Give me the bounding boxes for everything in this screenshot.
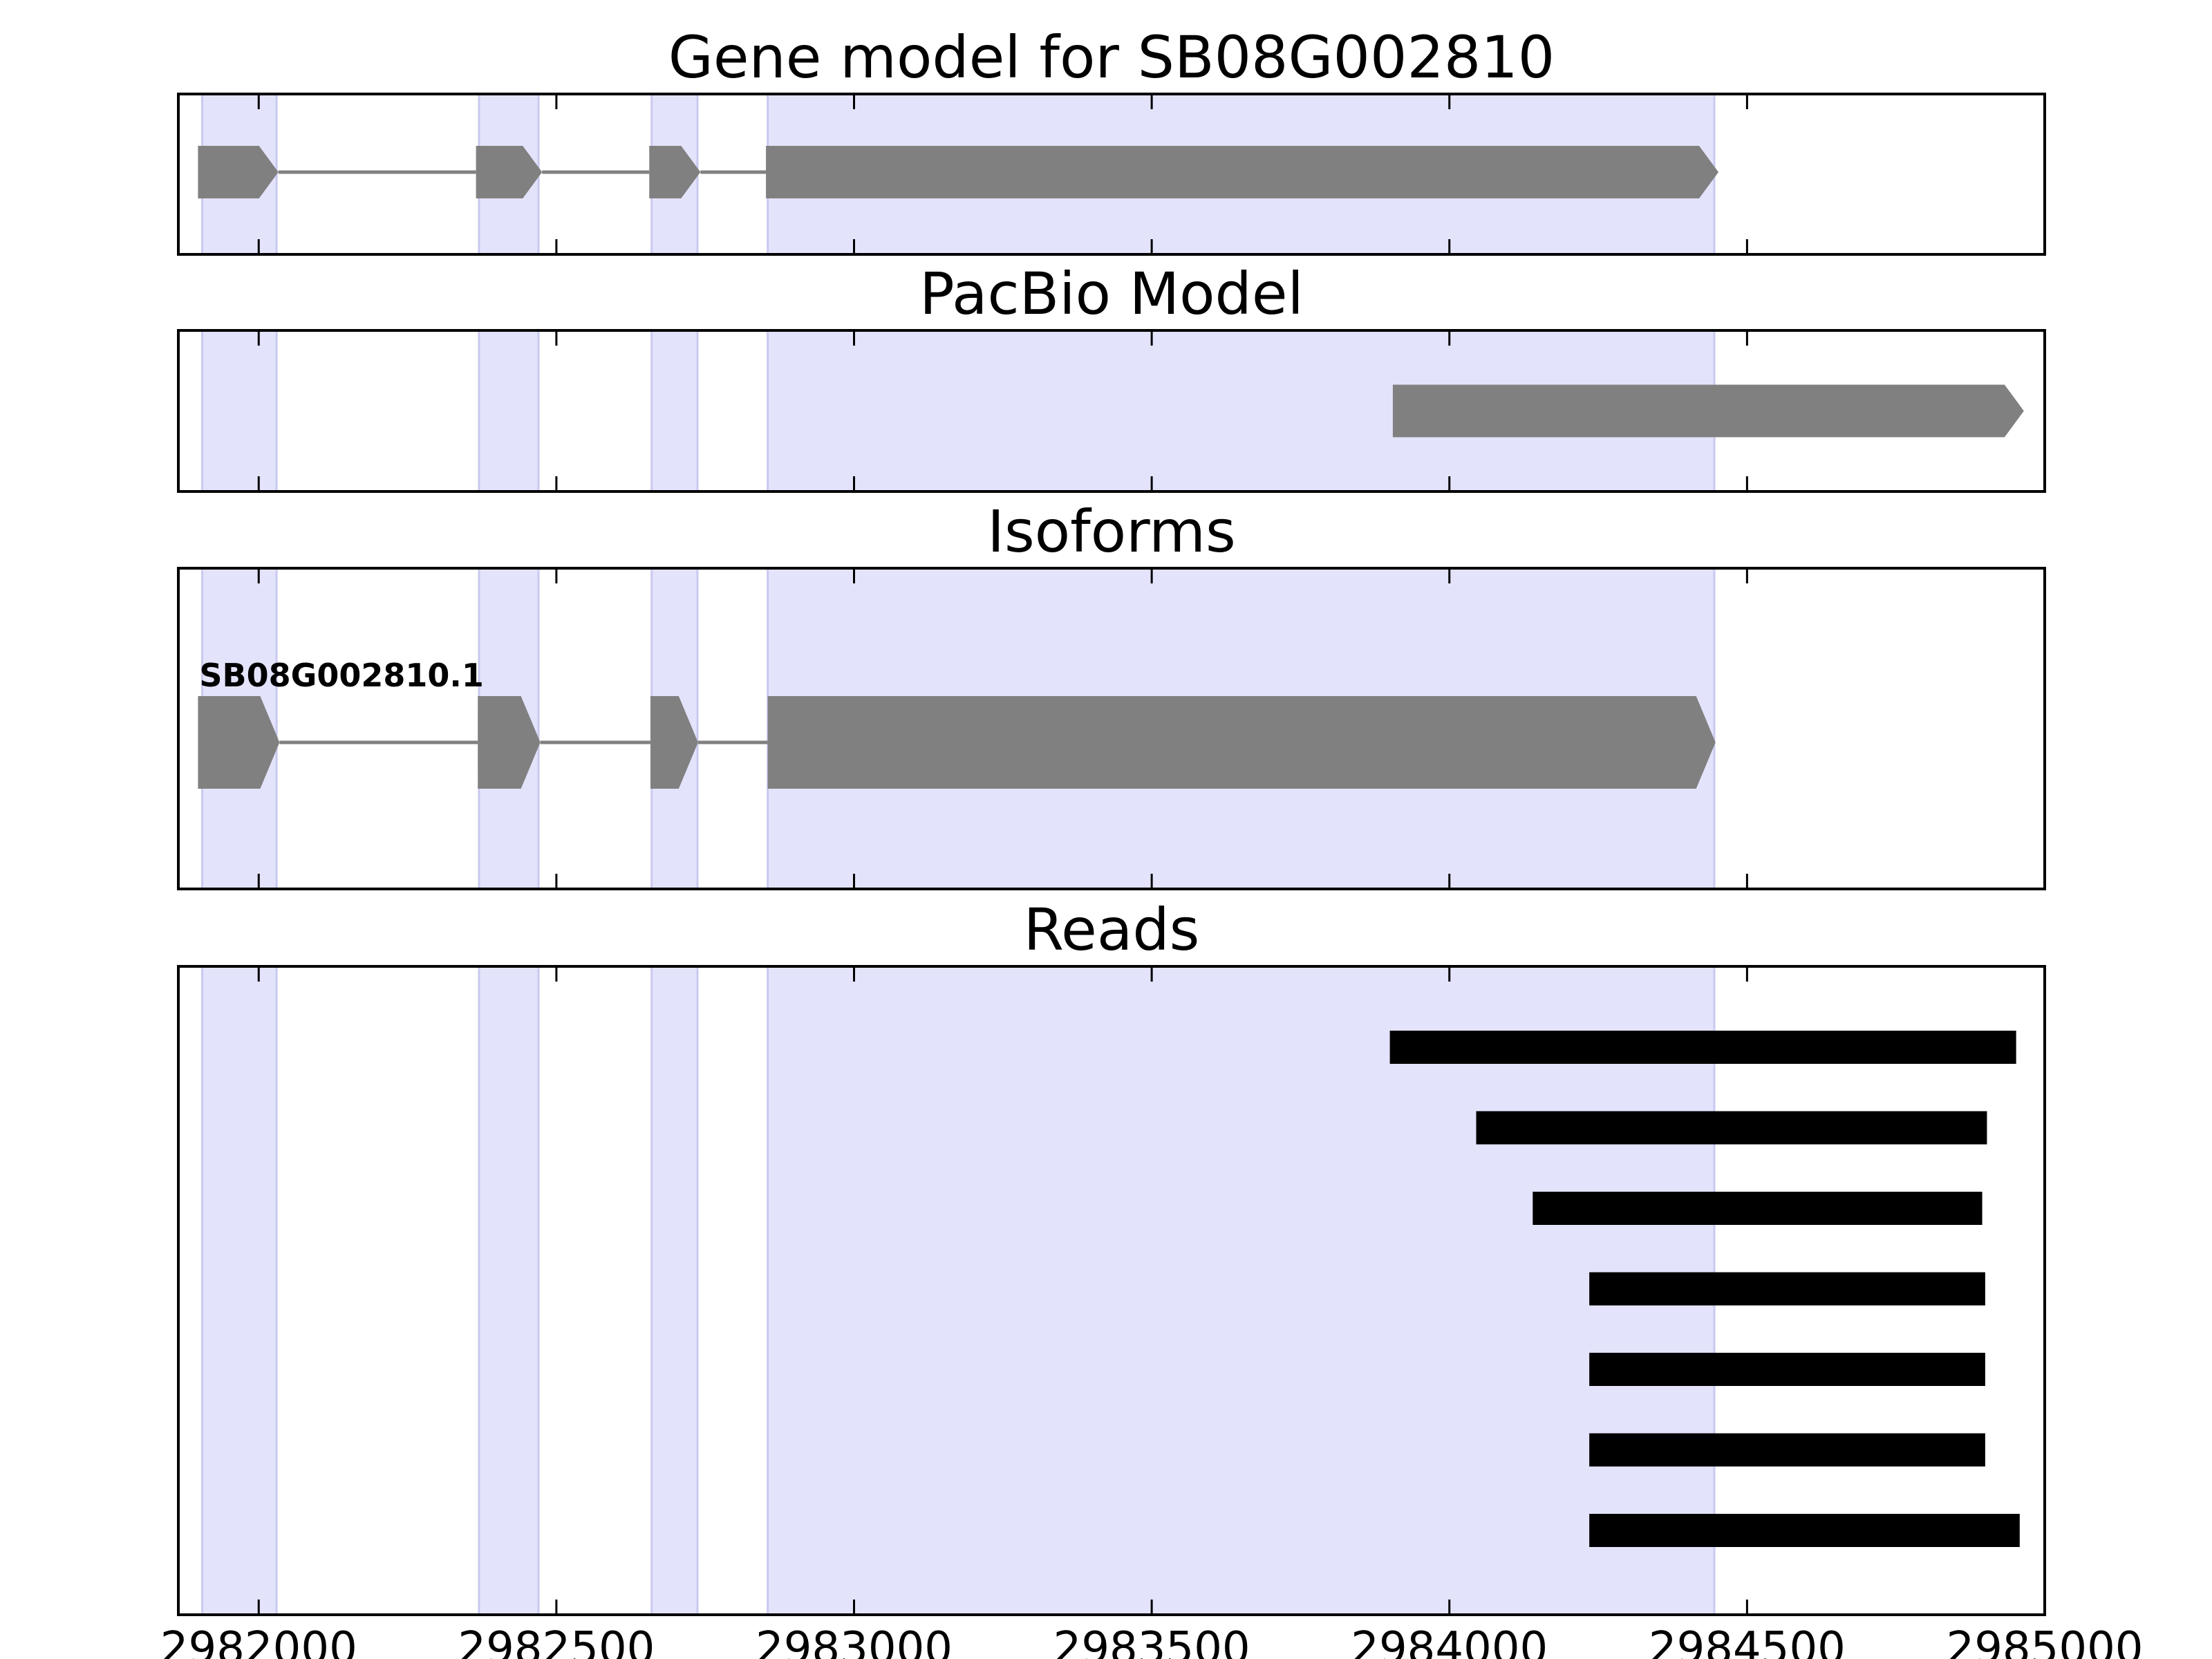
panel-title: Gene model for SB08G002810 (668, 24, 1555, 91)
read-bar (1589, 1272, 1985, 1306)
highlight-layer (200, 965, 1716, 1616)
exon-highlight-band (650, 329, 699, 493)
feature-layer (198, 146, 1719, 198)
x-tick-label: 2982500 (458, 1623, 655, 1659)
exon-block (198, 696, 280, 789)
panel-pacbio-model: PacBio Model (177, 260, 2046, 493)
x-tick-label: 2983000 (756, 1623, 953, 1659)
exon-block (478, 696, 541, 789)
exon-block (766, 146, 1719, 198)
exon-highlight-band (650, 965, 699, 1616)
panel-frame (177, 965, 2046, 1616)
exon-highlight-band (200, 965, 278, 1616)
panel-gene-model: Gene model for SB08G002810 (177, 24, 2046, 256)
exon-block (767, 696, 1716, 789)
feature-layer: SB08G002810.1 (198, 657, 1716, 789)
x-tick-label: 2982000 (160, 1623, 357, 1659)
read-bar (1589, 1353, 1985, 1386)
read-bar (1476, 1111, 1987, 1145)
x-tick-label: 2984000 (1351, 1623, 1548, 1659)
feature-layer (1392, 384, 2024, 438)
exon-highlight-band (478, 965, 540, 1616)
isoform-label: SB08G002810.1 (199, 657, 483, 694)
exon-highlight-band (200, 329, 278, 493)
exon-highlight-band (478, 329, 540, 493)
exon-block (476, 146, 543, 198)
exon-block (649, 146, 701, 198)
panel-title: PacBio Model (919, 260, 1304, 328)
panel-isoforms: SB08G002810.1 Isoforms (177, 498, 2046, 890)
read-bar (1389, 1031, 2016, 1064)
panel-frame (177, 329, 2046, 493)
x-tick-label: 2985000 (1946, 1623, 2143, 1659)
panel-title: Reads (1024, 896, 1200, 964)
panel-title: Isoforms (987, 498, 1236, 565)
read-bar (1589, 1514, 2020, 1547)
x-axis-tick-labels: 2982000 2982500 2983000 2983500 2984000 29845… (160, 1623, 2144, 1659)
exon-highlight-band (767, 965, 1716, 1616)
panel-reads: Reads (177, 896, 2046, 1616)
exon-block (198, 146, 279, 198)
panel-frame (177, 93, 2046, 256)
read-bar (1589, 1433, 1985, 1467)
exon-block (1392, 384, 2024, 438)
read-bar (1533, 1192, 1983, 1225)
x-tick-label: 2983500 (1053, 1623, 1250, 1659)
feature-layer (1389, 1031, 2020, 1547)
exon-block (650, 696, 698, 789)
x-tick-label: 2984500 (1649, 1623, 1846, 1659)
panel-frame (177, 567, 2046, 890)
